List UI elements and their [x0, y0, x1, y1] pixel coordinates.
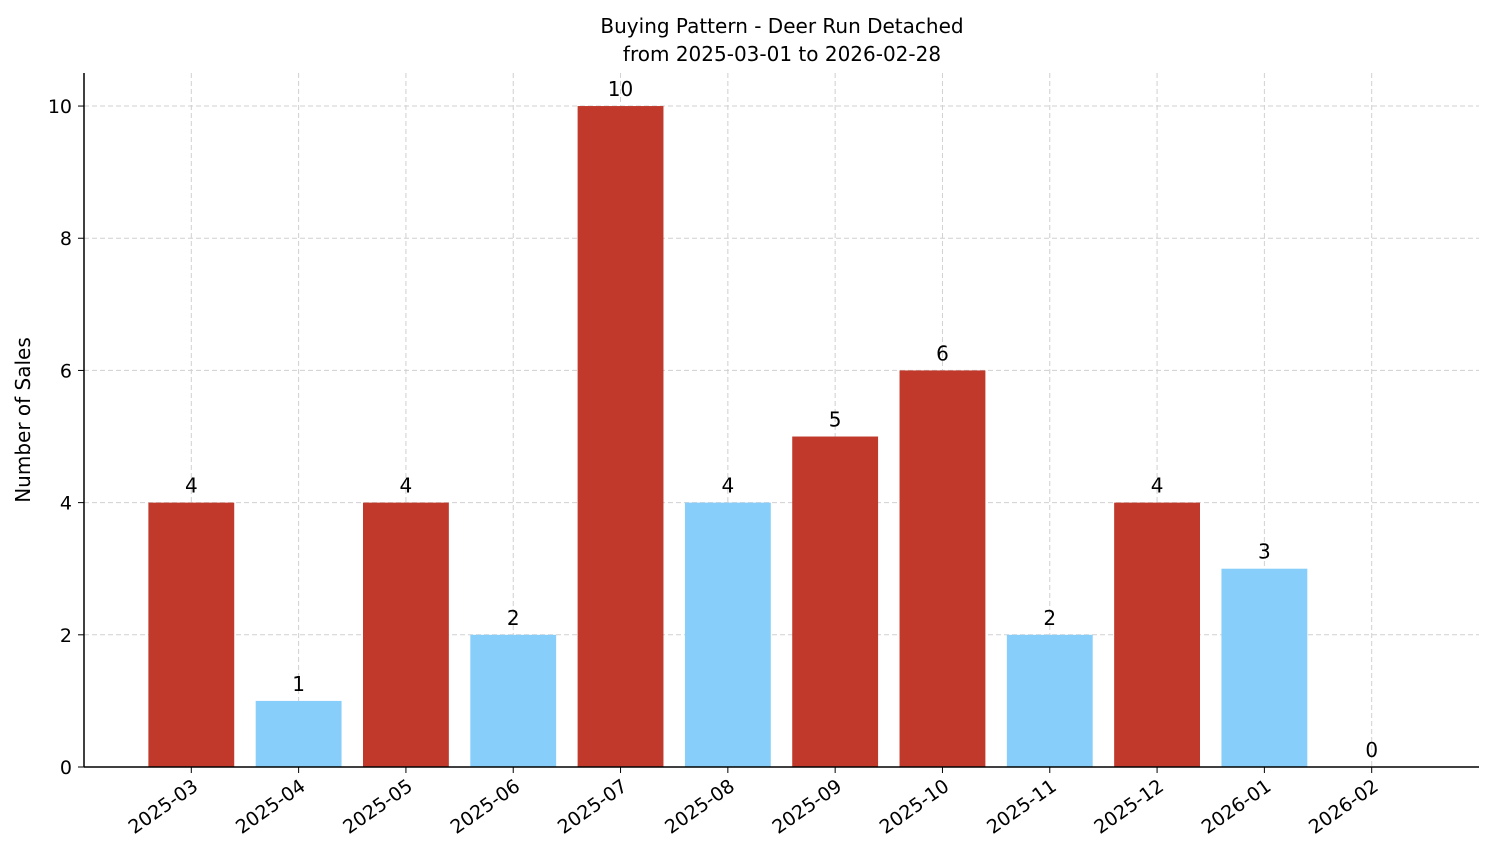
x-tick-label: 2025-12 — [1090, 775, 1168, 839]
x-tick-label: 2025-06 — [446, 775, 524, 839]
chart-subtitle: from 2025-03-01 to 2026-02-28 — [623, 42, 941, 66]
bar — [255, 700, 342, 767]
data-label: 4 — [400, 474, 413, 498]
chart-title: Buying Pattern - Deer Run Detached — [600, 14, 963, 38]
data-label: 6 — [936, 341, 949, 365]
bar — [470, 634, 557, 767]
bar — [577, 106, 664, 768]
x-tick-label: 2025-05 — [339, 775, 417, 839]
y-tick-label: 10 — [48, 96, 72, 118]
data-label: 4 — [185, 474, 198, 498]
x-tick-label: 2025-10 — [876, 775, 954, 839]
data-label: 2 — [1043, 606, 1056, 630]
data-label: 4 — [1151, 474, 1164, 498]
bar — [684, 502, 771, 767]
bar — [363, 502, 449, 767]
bar — [148, 502, 235, 767]
bar — [899, 370, 986, 767]
data-label: 10 — [608, 77, 633, 101]
x-tick-label: 2025-07 — [554, 775, 632, 839]
x-tick-label: 2025-03 — [125, 775, 203, 839]
x-tick-label: 2025-09 — [768, 775, 846, 839]
y-axis-label: Number of Sales — [11, 337, 35, 503]
bar — [1221, 568, 1308, 767]
data-label: 1 — [292, 672, 305, 696]
y-tick-label: 8 — [60, 228, 72, 250]
x-tick-label: 2025-11 — [983, 775, 1061, 839]
y-tick-label: 6 — [60, 360, 72, 382]
data-label: 5 — [829, 408, 842, 432]
data-label: 3 — [1258, 540, 1271, 564]
data-label: 4 — [721, 474, 734, 498]
x-tick-label: 2026-02 — [1305, 775, 1383, 839]
x-tick-label: 2025-08 — [661, 775, 739, 839]
x-tick-label: 2026-01 — [1198, 775, 1276, 839]
data-label: 2 — [507, 606, 520, 630]
y-tick-label: 2 — [60, 625, 72, 647]
bar — [1114, 502, 1200, 767]
bar — [1006, 634, 1093, 767]
y-tick-label: 0 — [60, 757, 72, 779]
data-label: 0 — [1365, 738, 1378, 762]
bar — [792, 436, 879, 767]
x-tick-label: 2025-04 — [232, 775, 310, 839]
y-tick-label: 4 — [60, 493, 72, 515]
